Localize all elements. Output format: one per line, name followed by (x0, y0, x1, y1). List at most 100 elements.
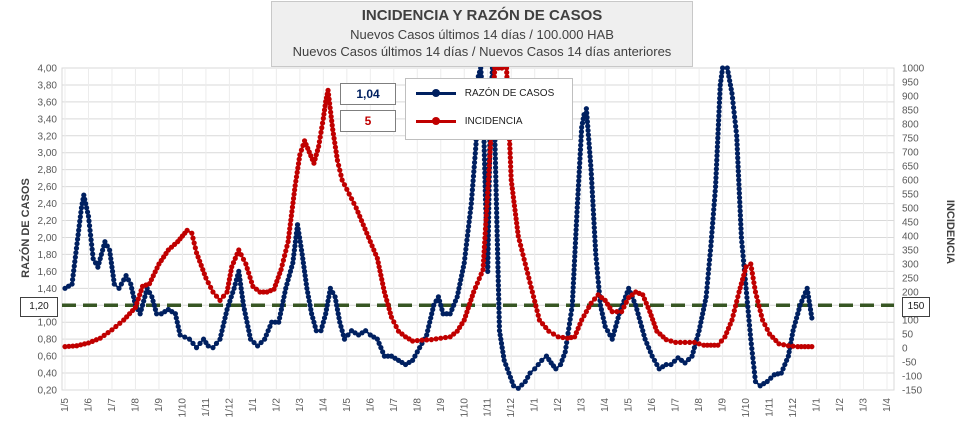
series-point (186, 336, 193, 342)
series-point (428, 337, 434, 343)
x-tick-label: 1/6 (647, 398, 658, 412)
series-point (409, 338, 416, 344)
series-point (290, 260, 296, 266)
series-point (468, 205, 474, 211)
series-point (213, 340, 220, 346)
x-tick-label: 1/9 (718, 398, 729, 412)
x-tick-label: 1/4 (600, 398, 611, 412)
series-point (237, 281, 244, 287)
series-point (732, 303, 739, 309)
series-point (210, 289, 216, 295)
series-point (511, 198, 517, 205)
series-point (591, 225, 597, 231)
x-tick-label: 1/1 (530, 398, 541, 412)
series-point (724, 65, 730, 71)
series-point (460, 264, 466, 270)
series-point (439, 306, 445, 313)
series-point (288, 217, 294, 223)
series-point (748, 336, 754, 342)
series-point (673, 339, 679, 345)
series-point (305, 294, 312, 300)
series-point (296, 230, 302, 236)
series-point (781, 342, 787, 348)
series-point (727, 82, 734, 88)
y2-tick-label: 600 (902, 176, 919, 187)
series-point (152, 269, 158, 275)
series-point (799, 298, 805, 304)
series-point (371, 247, 377, 253)
series-point (780, 366, 786, 372)
series-point (135, 296, 141, 302)
series-point (589, 189, 595, 195)
series-point (333, 298, 339, 304)
series-point (217, 297, 223, 303)
series-point (244, 265, 250, 272)
series-point (575, 182, 582, 188)
series-point (809, 344, 815, 350)
series-point (732, 114, 738, 120)
series-point (493, 183, 499, 189)
series-point (487, 153, 493, 160)
series-point (89, 246, 95, 252)
series-point (714, 153, 720, 159)
y2-tick-label: -150 (902, 386, 922, 397)
series-point (438, 335, 444, 341)
series-point (175, 323, 181, 330)
x-tick-label: 1/10 (177, 398, 188, 418)
series-point (236, 268, 242, 274)
series-point (105, 330, 111, 336)
series-point (737, 285, 743, 291)
series-point (465, 223, 472, 229)
x-tick-label: 1/9 (154, 398, 165, 412)
series-point (708, 234, 715, 240)
series-point (482, 235, 488, 241)
series-point (380, 349, 386, 355)
right-axis-ticks: -150-100-5005010015020025030035040045050… (902, 64, 925, 397)
series-point (523, 266, 530, 272)
series-point (385, 302, 391, 308)
series-point (689, 353, 695, 359)
series-point (496, 291, 502, 298)
series-point (788, 336, 795, 342)
series-point (454, 328, 460, 334)
series-point (334, 302, 340, 308)
series-point (77, 214, 83, 220)
series-point (228, 294, 234, 300)
reference-left-label: 1,20 (20, 297, 58, 317)
series-point (571, 271, 577, 277)
series-point (729, 90, 735, 97)
series-point (240, 256, 247, 262)
series-point (588, 300, 594, 306)
y-tick-label: 2,60 (38, 182, 58, 193)
series-point (586, 304, 592, 310)
y-tick-label: 2,80 (38, 165, 58, 176)
series-point (71, 263, 77, 269)
series-point (456, 285, 462, 291)
series-point (643, 300, 649, 306)
series-point (70, 343, 76, 349)
series-point (471, 289, 477, 295)
series-point (785, 353, 791, 359)
series-point (335, 311, 341, 317)
series-point (648, 312, 654, 319)
series-point (429, 311, 435, 317)
series-point (590, 198, 596, 204)
series-point (237, 277, 243, 283)
series-point (748, 341, 754, 347)
x-tick-label: 1/2 (553, 398, 564, 412)
series-point (481, 143, 487, 149)
series-point (323, 311, 329, 317)
series-point (496, 319, 502, 325)
series-point (457, 281, 463, 287)
series-point (83, 200, 89, 207)
series-point (138, 306, 144, 313)
series-point (640, 292, 646, 298)
series-point (149, 294, 155, 300)
series-point (484, 203, 490, 209)
series-point (709, 229, 715, 235)
series-point (474, 280, 481, 286)
series-point (708, 238, 714, 244)
series-point (339, 177, 345, 183)
series-point (663, 337, 669, 343)
series-point (323, 306, 330, 313)
